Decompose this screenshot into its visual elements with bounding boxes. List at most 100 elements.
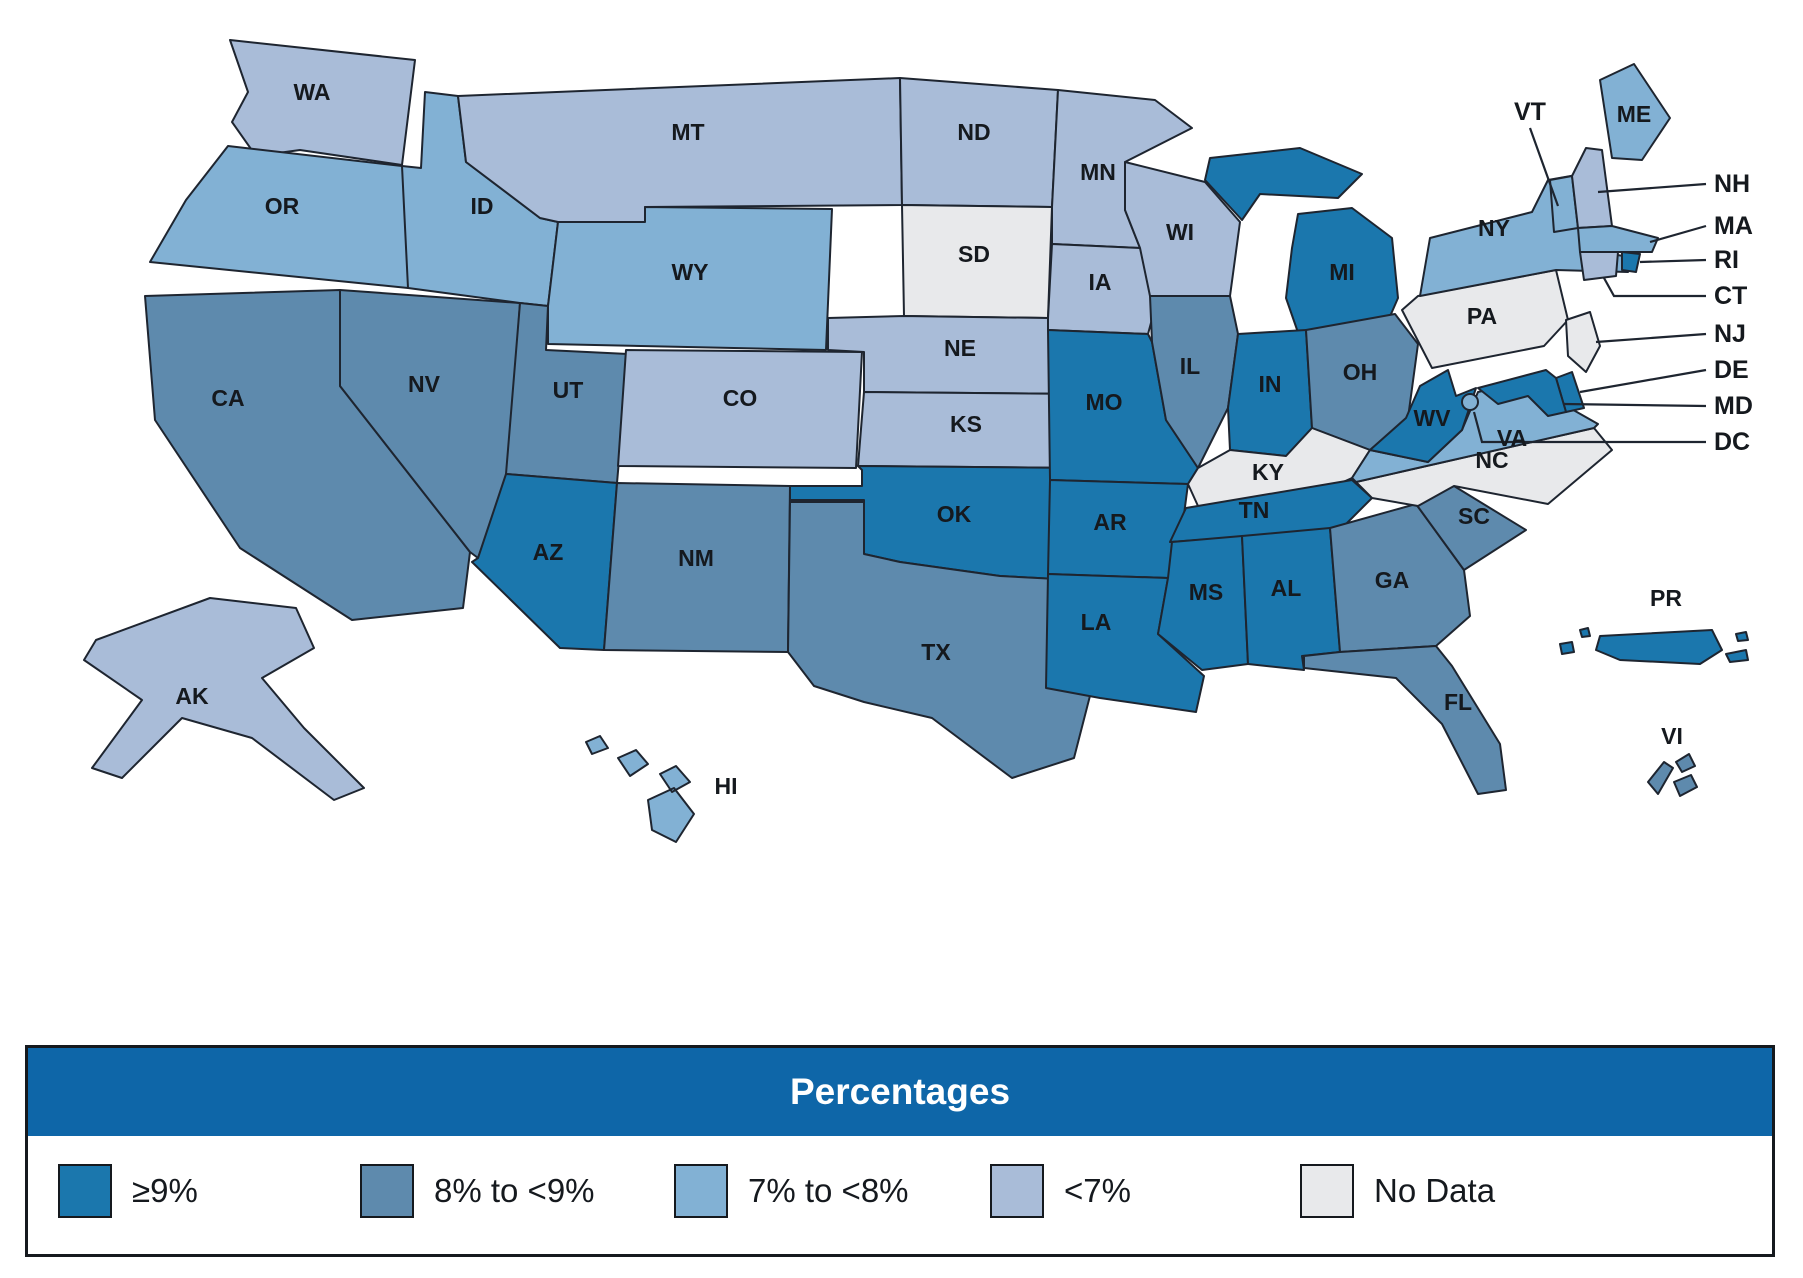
us-choropleth-map: WA OR CA NV ID MT WY UT CO AZ NM ND SD NE KS OK TX MN IA MO… [83, 39, 1753, 843]
legend-label-e8to9: 8% to <9% [434, 1172, 595, 1209]
state-label-la: LA [1081, 609, 1112, 635]
legend-swatch-nodata [1300, 1164, 1354, 1218]
state-label-nv: NV [408, 371, 441, 397]
legend-title: Percentages [789, 1071, 1011, 1112]
state-label-ky: KY [1252, 459, 1284, 485]
legend-item-nodata: No Data [1300, 1164, 1495, 1218]
state-label-me: ME [1617, 101, 1652, 127]
state-label-hi: HI [715, 773, 738, 799]
legend-swatch-ge9 [58, 1164, 112, 1218]
callout-label-dc: DC [1714, 428, 1750, 456]
state-label-wy: WY [671, 259, 708, 285]
state-label-nc: NC [1475, 447, 1508, 473]
state-nc [1355, 427, 1613, 507]
state-label-mo: MO [1085, 389, 1122, 415]
legend-label-e7to8: 7% to <8% [748, 1172, 909, 1209]
legend-item-lt7: <7% [990, 1164, 1131, 1218]
state-label-wa: WA [293, 79, 330, 105]
legend-label-nodata: No Data [1374, 1172, 1496, 1209]
legend-box: Percentages ≥9% 8% to <9% 7% to <8% <7% No D… [25, 1045, 1775, 1257]
state-ma [1577, 225, 1659, 253]
state-label-sc: SC [1458, 503, 1490, 529]
state-label-mn: MN [1080, 159, 1116, 185]
state-label-in: IN [1259, 371, 1282, 397]
state-label-ca: CA [211, 385, 244, 411]
state-fl [1303, 645, 1507, 795]
legend-swatch-lt7 [990, 1164, 1044, 1218]
callout-line-nj [1595, 332, 1707, 344]
state-label-az: AZ [533, 539, 564, 565]
callout-line-ri [1639, 258, 1707, 264]
state-pr [1559, 627, 1749, 665]
state-hi [585, 735, 695, 843]
callout-label-ct: CT [1714, 282, 1747, 310]
state-label-va: VA [1497, 425, 1527, 451]
callout-label-vt: VT [1514, 98, 1546, 126]
legend-swatch-e7to8 [674, 1164, 728, 1218]
state-label-or: OR [265, 193, 300, 219]
callout-label-de: DE [1714, 356, 1749, 384]
state-co [617, 349, 863, 469]
state-label-mt: MT [671, 119, 704, 145]
state-ak [83, 597, 365, 801]
state-wv [1369, 369, 1477, 463]
state-nj [1565, 311, 1601, 373]
legend-label-lt7: <7% [1064, 1172, 1131, 1209]
legend-item-ge9: ≥9% [58, 1164, 198, 1218]
state-label-oh: OH [1343, 359, 1378, 385]
callout-line-ma [1649, 224, 1707, 244]
callout-line-ct [1603, 277, 1706, 298]
state-label-ne: NE [944, 335, 976, 361]
state-tn [1169, 479, 1373, 543]
state-label-ar: AR [1093, 509, 1127, 535]
state-label-wi: WI [1166, 219, 1194, 245]
callout-line-nh [1597, 182, 1707, 194]
callout-line-dc [1472, 411, 1706, 444]
state-label-ga: GA [1375, 567, 1410, 593]
legend-title-band: Percentages [28, 1048, 1772, 1136]
state-vi [1647, 753, 1698, 797]
state-label-nd: ND [957, 119, 990, 145]
legend-label-ge9: ≥9% [132, 1172, 198, 1209]
state-md [1477, 369, 1567, 417]
state-il [1149, 295, 1239, 469]
state-label-ny: NY [1478, 215, 1510, 241]
state-label-wv: WV [1413, 405, 1451, 431]
callout-label-nj: NJ [1714, 320, 1746, 348]
state-label-ia: IA [1089, 269, 1112, 295]
legend-swatch-e8to9 [360, 1164, 414, 1218]
state-label-ak: AK [175, 683, 209, 709]
state-ri [1621, 251, 1641, 273]
state-label-sd: SD [958, 241, 990, 267]
callout-line-md [1563, 402, 1707, 408]
callout-label-ri: RI [1714, 246, 1739, 274]
state-ct [1579, 251, 1619, 281]
legend-item-e7to8: 7% to <8% [674, 1164, 909, 1218]
callout-line-de [1579, 368, 1707, 394]
state-label-al: AL [1271, 575, 1302, 601]
state-label-ks: KS [950, 411, 982, 437]
state-label-id: ID [471, 193, 494, 219]
legend-row: ≥9% 8% to <9% 7% to <8% <7% No Data [28, 1136, 1772, 1254]
state-dc [1461, 393, 1479, 411]
state-label-tx: TX [921, 639, 951, 665]
state-label-ms: MS [1189, 579, 1224, 605]
state-me [1599, 63, 1671, 161]
callout-label-nh: NH [1714, 170, 1750, 198]
state-label-pa: PA [1467, 303, 1497, 329]
us-map-svg: WA OR CA NV ID MT WY UT CO AZ NM ND SD NE KS OK TX MN IA MO… [83, 39, 1753, 843]
callout-label-ma: MA [1714, 212, 1753, 240]
state-label-nm: NM [678, 545, 714, 571]
state-label-mi: MI [1329, 259, 1355, 285]
callout-line-vt [1528, 127, 1560, 207]
state-label-pr: PR [1650, 585, 1682, 611]
state-label-fl: FL [1444, 689, 1472, 715]
state-label-il: IL [1180, 353, 1200, 379]
state-label-ut: UT [553, 377, 584, 403]
state-nh [1571, 147, 1613, 229]
legend-item-e8to9: 8% to <9% [360, 1164, 595, 1218]
state-mt [457, 77, 903, 223]
state-label-tn: TN [1239, 497, 1270, 523]
state-label-ok: OK [937, 501, 972, 527]
